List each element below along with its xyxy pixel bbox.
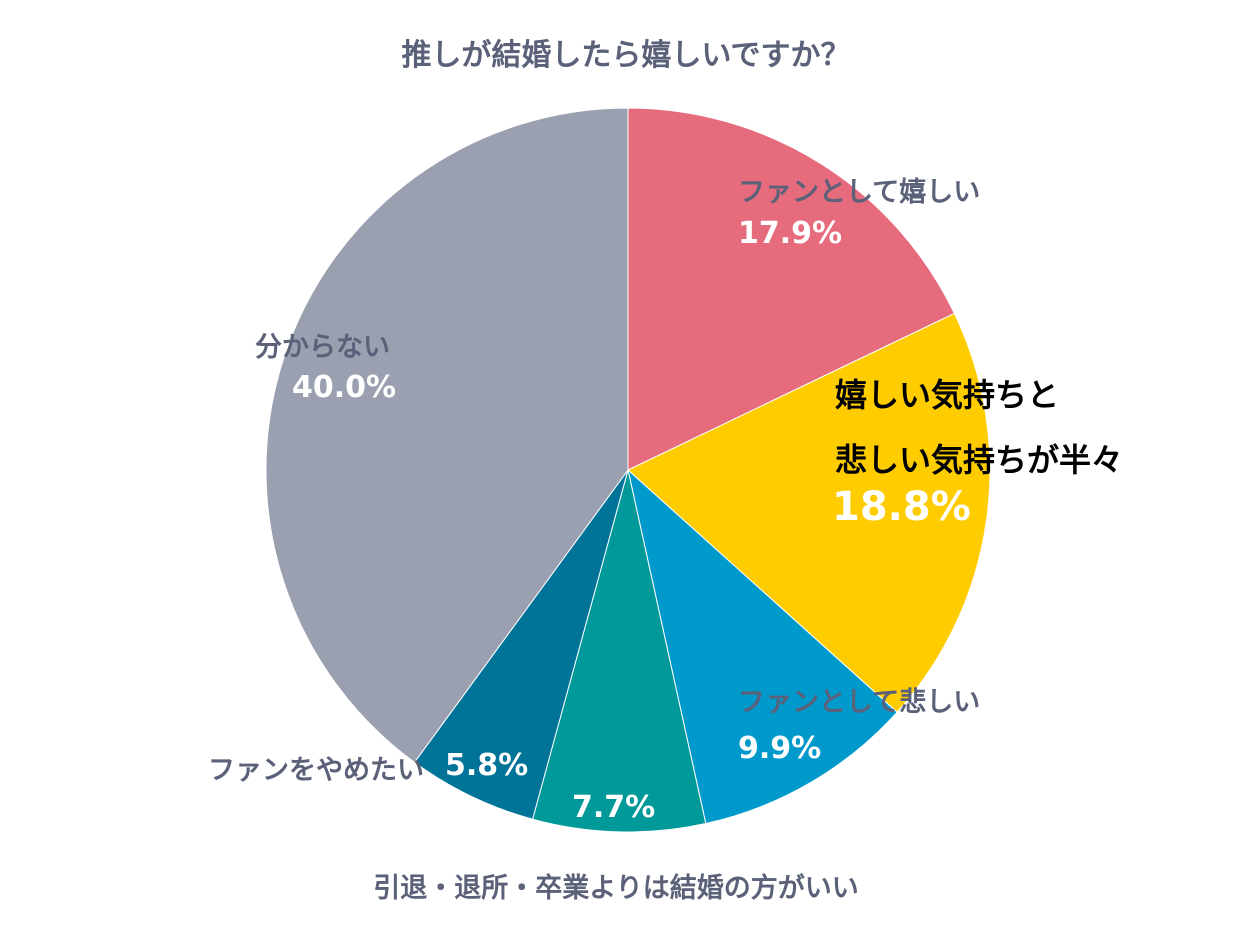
pct-happy-as-fan: 17.9% (738, 216, 843, 251)
pct-mixed: 18.8% (832, 484, 971, 530)
pie-slice-1 (627, 312, 991, 713)
label-dont-know: 分からない (255, 332, 390, 363)
chart-title: 推しが結婚したら嬉しいですか？ (401, 38, 851, 73)
pie-slice-4 (413, 469, 629, 820)
pie-slice-3 (531, 469, 707, 833)
label-mixed-line1: 嬉しい気持ちと (835, 376, 1060, 414)
label-prefer-marriage: 引退・退所・卒業よりは結婚の方がいい (373, 873, 859, 904)
pct-prefer-marriage: 7.7% (572, 790, 656, 825)
label-quit-fan: ファンをやめたい (208, 755, 424, 786)
label-happy-as-fan: ファンとして嬉しい (738, 177, 981, 208)
pie-slice-0 (627, 107, 956, 471)
pie-slice-5 (265, 107, 629, 764)
label-sad-as-fan: ファンとして悲しい (738, 687, 981, 718)
label-mixed-line2: 悲しい気持ちが半々 (835, 441, 1124, 479)
pct-quit-fan: 5.8% (445, 748, 529, 783)
pie-slice-2 (627, 468, 898, 825)
pct-sad-as-fan: 9.9% (738, 731, 822, 766)
pct-dont-know: 40.0% (292, 370, 397, 405)
